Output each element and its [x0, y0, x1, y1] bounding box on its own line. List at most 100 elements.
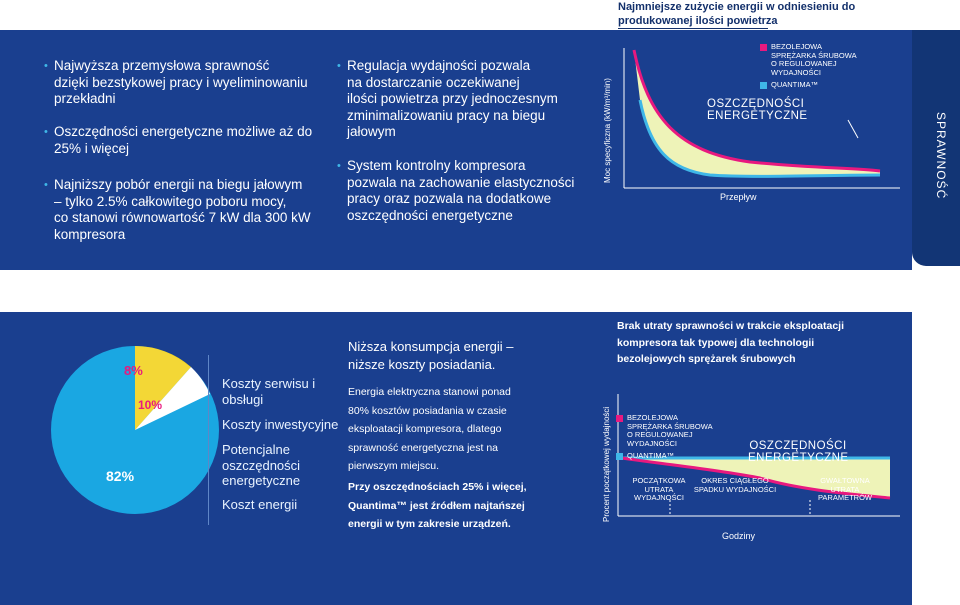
page-header: Najmniejsze zużycie energii w odniesieni…	[618, 0, 918, 28]
top-chart-x-label: Przepływ	[720, 192, 757, 202]
pie-highlight	[135, 346, 210, 430]
bullet-line: System kontrolny kompresora	[347, 158, 526, 173]
left-bullet-1: • Najwyższa przemysłowa sprawność dzięki…	[44, 58, 324, 108]
middle-bullet-1: • Regulacja wydajności pozwala na dostar…	[337, 58, 587, 141]
bullet-line: Regulacja wydajności pozwala	[347, 58, 531, 73]
phase-continuous-decline: OKRES CIĄGŁEGO SPADKU WYDAJNOŚCI	[690, 476, 780, 494]
top-chart-svg	[623, 48, 900, 189]
bottom-chart	[600, 390, 910, 530]
savings-area	[622, 458, 890, 498]
left-bullet-3: • Najniższy pobór energii na biegu jałow…	[44, 177, 324, 243]
bottom-savings-label: OSZCZĘDNOŚCI ENERGETYCZNE	[748, 440, 848, 464]
left-bullet-2: • Oszczędności energetyczne możliwe aż d…	[44, 124, 324, 157]
body-line: 80% kosztów posiadania w czasie	[348, 404, 507, 417]
top-legend-oil-swatch	[760, 44, 767, 51]
title-line: niższe koszty posiadania.	[348, 357, 496, 372]
top-chart-y-label: Moc specyficzna (kW/m³/min)	[603, 78, 612, 183]
title-line: bezolejowych sprężarek śrubowych	[617, 353, 796, 365]
bullet-line: Najwyższa przemysłowa sprawność	[54, 58, 270, 73]
bullet-line: jałowym	[347, 124, 396, 139]
phase-line: UTRATA	[830, 484, 860, 494]
bottom-legend-quantima: QUANTIMA™	[627, 451, 675, 460]
bullet-line: pozwala na zachowanie elastyczności	[347, 174, 575, 190]
savings-line: OSZCZĘDNOŚCI	[749, 440, 847, 452]
bullet-dot: •	[337, 160, 341, 172]
legend-divider	[208, 355, 209, 525]
phase-line: GWAŁTOWNA	[820, 476, 870, 485]
bullet-line: Najniższy pobór energii na biegu jałowym	[54, 177, 303, 192]
top-legend-quantima-swatch	[760, 82, 767, 89]
phase-rapid-loss: GWAŁTOWNA UTRATA PARAMETRÓW	[810, 476, 880, 503]
bullet-line: kompresora	[54, 226, 126, 242]
phase-line: SPADKU WYDAJNOŚCI	[693, 484, 777, 494]
bullet-line: co stanowi równowartość 7 kW dla 300 kW	[54, 210, 311, 225]
bottom-chart-x-label: Godziny	[722, 531, 756, 541]
bold-line: Przy oszczędnościach 25% i więcej,	[348, 481, 527, 493]
body-line: pierwszym miejscu.	[348, 460, 440, 472]
pie-slice-service	[135, 345, 191, 430]
title-line: Niższa konsumpcja energii –	[348, 339, 514, 354]
oil-free-line	[621, 456, 891, 500]
savings-line: ENERGETYCZNE	[707, 110, 808, 122]
bullet-line: dzięki bezstykowej pracy i wyeliminowani…	[54, 74, 308, 90]
header-line-2: produkowanej ilości powietrza	[618, 15, 778, 27]
legend-pointer	[847, 119, 859, 139]
legend-line: O REGULOWANEJ	[771, 59, 837, 68]
side-tab	[912, 30, 960, 266]
legend-line: SPRĘŻARKA ŚRUBOWA	[627, 421, 713, 431]
bold-line: energii w tym zakresie urządzeń.	[348, 518, 511, 530]
bullet-dot: •	[44, 126, 48, 138]
cost-section-body: Energia elektryczna stanowi ponad 80% ko…	[348, 383, 588, 476]
bottom-chart-title: Brak utraty sprawności w trakcie eksploa…	[617, 318, 907, 368]
pie-legend-service: Koszty serwisu i obsługi	[222, 376, 316, 407]
pie-label-10: 10%	[138, 398, 163, 412]
phase-line: POCZĄTKOWA	[632, 476, 686, 485]
bottom-chart-y-label: Procent początkowej wydajności	[602, 406, 611, 522]
middle-bullet-2: • System kontrolny kompresora pozwala na…	[337, 158, 587, 224]
cost-section-bold: Przy oszczędnościach 25% i więcej, Quant…	[348, 478, 588, 534]
legend-line: SPRĘŻARKA ŚRUBOWA	[771, 50, 857, 60]
header-line-1: Najmniejsze zużycie energii w odniesieni…	[618, 1, 856, 13]
bottom-legend-oil-swatch	[616, 415, 623, 422]
title-line: kompresora tak typowej dla technologii	[617, 336, 815, 349]
phase-initial-loss: POCZĄTKOWA UTRATA WYDAJNOŚCI	[624, 476, 694, 503]
phase-line: WYDAJNOŚCI	[633, 493, 684, 502]
bullet-line: Oszczędności energetyczne możliwe aż do	[54, 124, 313, 139]
bullet-line: oszczędności energetyczne	[347, 207, 513, 223]
bold-line: Quantima™ jest źródłem najtańszej	[348, 499, 525, 512]
legend-line: O REGULOWANEJ	[627, 430, 693, 439]
top-chart	[600, 40, 910, 265]
bullet-line: – tylko 2.5% całkowitego poboru mocy,	[54, 193, 287, 209]
top-legend-oil: BEZOLEJOWA SPRĘŻARKA ŚRUBOWA O REGULOWAN…	[771, 42, 871, 77]
pie-legend-savings: Potencjalne oszczędności energetyczne	[222, 442, 301, 488]
phase-line: UTRATA	[644, 484, 674, 494]
legend-line: WYDAJNOŚCI	[771, 67, 822, 77]
title-line: Brak utraty sprawności w trakcie eksploa…	[617, 320, 845, 332]
bullet-line: na dostarczanie oczekiwanej	[347, 74, 520, 90]
pie-svg	[51, 345, 219, 514]
bottom-chart-svg	[617, 394, 900, 517]
phase-line: PARAMETRÓW	[817, 493, 873, 502]
pie-slice-investment	[135, 367, 210, 430]
side-tab-label: SPRAWNOŚĆ	[934, 112, 948, 200]
pie-legend-energy: Koszt energii	[222, 497, 298, 512]
pie-label-82: 82%	[106, 468, 135, 484]
cost-section-title: Niższa konsumpcja energii – niższe koszt…	[348, 338, 588, 374]
legend-line: BEZOLEJOWA	[771, 42, 822, 51]
legend-line: BEZOLEJOWA	[627, 413, 678, 422]
top-panel	[0, 30, 912, 270]
bottom-legend-quantima-swatch	[616, 453, 623, 460]
bullet-line: przekładni	[54, 91, 116, 106]
bullet-dot: •	[44, 179, 48, 191]
bullet-line: pracy oraz pozwala na dodatkowe	[347, 191, 552, 206]
bullet-line: 25% i więcej	[54, 140, 130, 156]
pie-legend-investment: Koszty inwestycyjne	[222, 417, 339, 432]
pie-label-8: 8%	[124, 363, 143, 378]
phase-line: OKRES CIĄGŁEGO	[701, 476, 769, 485]
bottom-legend-oil: BEZOLEJOWA SPRĘŻARKA ŚRUBOWA O REGULOWAN…	[627, 413, 727, 448]
quantima-curve	[638, 99, 881, 178]
savings-line: OSZCZĘDNOŚCI	[707, 98, 805, 110]
body-line: sprawność energetyczna jest na	[348, 441, 498, 454]
body-line: eksploatacji kompresora, dlatego	[348, 423, 502, 435]
bullet-dot: •	[44, 60, 48, 72]
